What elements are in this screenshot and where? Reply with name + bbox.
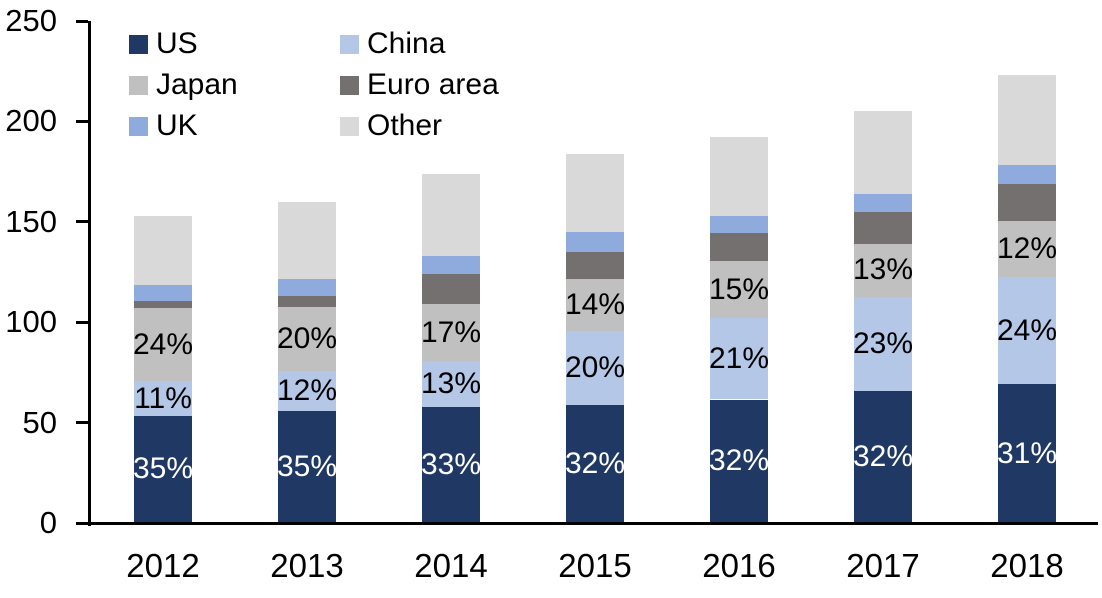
x-axis-year-label: 2015 bbox=[558, 547, 632, 584]
segment-percent-label: 15% bbox=[708, 273, 770, 306]
bar-segment-other bbox=[710, 137, 768, 216]
y-axis-tick-label: 200 bbox=[5, 103, 57, 139]
bar-segment-uk bbox=[998, 164, 1056, 184]
bar-segment-japan bbox=[278, 307, 336, 372]
y-axis-tick-mark bbox=[76, 321, 88, 324]
segment-percent-label: 13% bbox=[852, 253, 914, 286]
bar-segment-uk bbox=[710, 215, 768, 233]
legend-label-japan: Japan bbox=[156, 68, 238, 101]
bar-segment-us bbox=[854, 391, 912, 523]
segment-percent-label: 24% bbox=[996, 314, 1058, 347]
bar-segment-us bbox=[134, 415, 192, 523]
bar-segment-us bbox=[710, 399, 768, 523]
y-axis-tick-label: 100 bbox=[5, 304, 57, 340]
y-axis-line bbox=[88, 21, 91, 526]
x-axis-year-label: 2014 bbox=[414, 547, 488, 584]
y-axis-tick-mark bbox=[76, 220, 88, 223]
legend-swatch-other bbox=[340, 117, 359, 136]
segment-percent-label: 31% bbox=[996, 437, 1058, 470]
bar-segment-us bbox=[998, 384, 1056, 523]
x-axis-year-label: 2012 bbox=[126, 547, 200, 584]
bar-segment-us bbox=[566, 404, 624, 523]
legend-label-uk: UK bbox=[156, 109, 198, 142]
y-axis-tick-label: 150 bbox=[5, 203, 57, 239]
bar-segment-euro-area bbox=[278, 296, 336, 308]
segment-percent-label: 20% bbox=[564, 351, 626, 384]
bar-segment-other bbox=[134, 215, 192, 286]
legend-swatch-japan bbox=[129, 76, 148, 95]
segment-percent-label: 35% bbox=[276, 450, 338, 483]
legend-label-us: US bbox=[156, 27, 198, 60]
bar-segment-other bbox=[422, 173, 480, 256]
bar-segment-euro-area bbox=[422, 274, 480, 305]
y-axis-tick-label: 250 bbox=[5, 3, 57, 38]
legend-swatch-uk bbox=[129, 117, 148, 136]
segment-percent-label: 17% bbox=[420, 316, 482, 349]
legend-label-euro-area: Euro area bbox=[367, 68, 499, 101]
y-axis-tick-label: 0 bbox=[39, 505, 57, 540]
y-axis-tick-mark bbox=[76, 20, 88, 23]
legend-label-china: China bbox=[367, 27, 446, 60]
segment-percent-label: 24% bbox=[132, 328, 194, 361]
segment-percent-label: 33% bbox=[420, 448, 482, 481]
bar-segment-uk bbox=[422, 255, 480, 274]
bar-segment-china bbox=[566, 331, 624, 405]
bar-segment-china bbox=[710, 318, 768, 400]
segment-percent-label: 23% bbox=[852, 327, 914, 360]
legend-swatch-euro-area bbox=[340, 76, 359, 95]
bar-segment-euro-area bbox=[566, 251, 624, 279]
bar-segment-other bbox=[854, 111, 912, 194]
x-axis-year-label: 2017 bbox=[846, 547, 920, 584]
segment-percent-label: 12% bbox=[996, 232, 1058, 265]
bar-segment-japan bbox=[998, 220, 1056, 277]
bar-segment-euro-area bbox=[998, 183, 1056, 221]
bar-segment-euro-area bbox=[134, 301, 192, 309]
bar-segment-china bbox=[278, 371, 336, 411]
x-axis-year-label: 2013 bbox=[270, 547, 344, 584]
bar-segment-japan bbox=[566, 279, 624, 332]
segment-percent-label: 14% bbox=[564, 288, 626, 321]
bar-segment-uk bbox=[134, 285, 192, 302]
bar-segment-japan bbox=[854, 243, 912, 298]
legend-swatch-china bbox=[340, 35, 359, 54]
segment-percent-label: 32% bbox=[852, 440, 914, 473]
segment-percent-label: 13% bbox=[420, 367, 482, 400]
bar-segment-china bbox=[854, 297, 912, 392]
bar-segment-china bbox=[134, 381, 192, 416]
bar-segment-uk bbox=[566, 231, 624, 252]
x-axis-year-label: 2018 bbox=[990, 547, 1064, 584]
bar-segment-euro-area bbox=[854, 211, 912, 244]
segment-percent-label: 32% bbox=[564, 447, 626, 480]
bar-segment-other bbox=[998, 75, 1056, 165]
bar-segment-us bbox=[422, 406, 480, 523]
segment-percent-label: 21% bbox=[708, 342, 770, 375]
bar-segment-other bbox=[278, 201, 336, 280]
segment-percent-label: 32% bbox=[708, 444, 770, 477]
bar-segment-japan bbox=[134, 308, 192, 382]
x-axis-line bbox=[76, 522, 1098, 525]
bar-segment-other bbox=[566, 153, 624, 232]
legend-label-other: Other bbox=[367, 109, 443, 142]
segment-percent-label: 20% bbox=[276, 322, 338, 355]
x-axis-year-label: 2016 bbox=[702, 547, 776, 584]
bar-segment-euro-area bbox=[710, 232, 768, 261]
legend-swatch-us bbox=[129, 35, 148, 54]
segment-percent-label: 35% bbox=[132, 452, 194, 485]
y-axis-tick-label: 50 bbox=[22, 404, 57, 440]
bar-segment-us bbox=[278, 410, 336, 523]
y-axis-tick-mark bbox=[76, 421, 88, 424]
segment-percent-label: 12% bbox=[276, 374, 338, 407]
y-axis-tick-mark bbox=[76, 120, 88, 123]
bar-segment-japan bbox=[422, 304, 480, 362]
bar-segment-japan bbox=[710, 260, 768, 319]
segment-percent-label: 11% bbox=[134, 382, 192, 415]
bar-segment-china bbox=[422, 361, 480, 407]
bar-segment-uk bbox=[854, 193, 912, 212]
bar-segment-china bbox=[998, 277, 1056, 385]
bar-segment-uk bbox=[278, 279, 336, 297]
